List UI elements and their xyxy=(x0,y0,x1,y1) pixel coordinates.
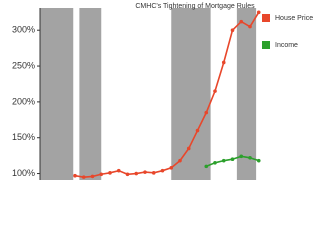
legend-swatch xyxy=(262,41,270,49)
shaded-period xyxy=(79,8,102,180)
y-tick-label: 100% xyxy=(12,168,35,178)
data-point xyxy=(248,155,252,160)
data-point xyxy=(125,172,130,177)
data-point xyxy=(160,168,165,173)
data-point xyxy=(169,166,174,170)
data-point xyxy=(151,171,156,175)
series-line xyxy=(74,11,260,178)
data-point xyxy=(90,174,95,179)
legend-swatch xyxy=(262,14,270,22)
data-point xyxy=(221,60,226,65)
data-point xyxy=(230,157,235,162)
shaded-period xyxy=(40,8,74,180)
shaded-period xyxy=(236,8,257,180)
data-point xyxy=(256,10,261,15)
legend-label: House Price xyxy=(275,15,313,22)
y-tick-label: 200% xyxy=(12,96,35,106)
data-point xyxy=(221,158,226,163)
y-tick-label: 150% xyxy=(12,132,35,142)
data-point xyxy=(81,175,86,179)
data-point xyxy=(134,171,139,176)
data-point xyxy=(204,110,209,115)
data-point xyxy=(195,128,200,133)
chart-title: CMHC's Tightening of Mortgage Rules xyxy=(135,3,255,10)
data-point xyxy=(248,24,252,29)
data-point xyxy=(256,158,261,163)
data-point xyxy=(143,170,147,174)
chart: CMHC's Tightening of Mortgage Rules 100%… xyxy=(12,3,313,180)
y-tick-label: 300% xyxy=(12,25,35,35)
data-point xyxy=(213,89,217,93)
data-point xyxy=(213,161,217,165)
data-point xyxy=(186,146,191,151)
data-point xyxy=(239,154,244,159)
data-point xyxy=(99,172,104,177)
data-point xyxy=(239,19,244,24)
data-point xyxy=(178,158,182,163)
y-tick-label: 250% xyxy=(12,60,35,70)
shaded-period xyxy=(171,8,211,180)
data-point xyxy=(204,164,209,169)
data-point xyxy=(73,173,77,178)
data-point xyxy=(230,28,235,33)
data-point xyxy=(108,171,112,175)
data-point xyxy=(116,168,121,173)
legend-label: Income xyxy=(275,42,298,49)
